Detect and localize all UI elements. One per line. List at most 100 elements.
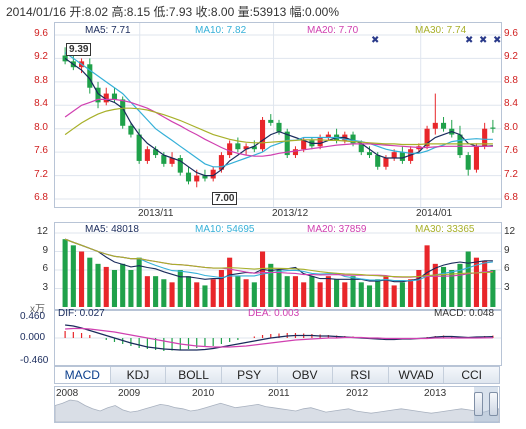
overview-sparkline	[54, 399, 500, 423]
volume-unit: x万	[30, 304, 45, 315]
volume-bar	[301, 282, 307, 307]
volume-bar	[309, 276, 315, 307]
price-ma30-legend: MA30: 7.74	[415, 25, 467, 36]
event-marker-icon: ✖	[479, 35, 487, 46]
price-ma10-legend: MA10: 7.82	[195, 25, 247, 36]
candle-body	[227, 143, 233, 156]
candle-body	[95, 87, 101, 103]
overview-year-2011: 2011	[268, 388, 290, 399]
candle-body	[128, 125, 134, 135]
tab-obv[interactable]: OBV	[278, 367, 334, 383]
tab-kdj[interactable]: KDJ	[111, 367, 167, 383]
tab-rsi[interactable]: RSI	[333, 367, 389, 383]
volume-bar	[317, 282, 323, 307]
volume-bar	[416, 270, 422, 307]
volume-bar	[70, 245, 76, 307]
candle-body	[144, 149, 150, 161]
x-tick-2014-01: 2014/01	[416, 208, 453, 219]
candle-body	[136, 134, 142, 161]
volume-bar	[227, 257, 233, 307]
volume-tick-left-0: 12	[36, 226, 48, 237]
candle-body	[424, 128, 430, 147]
candle-body	[235, 143, 241, 150]
volume-bar	[87, 257, 93, 307]
volume-bar	[399, 282, 405, 307]
price-chart-panel[interactable]: ✖ ✖ ✖ ✖	[54, 22, 502, 208]
close-value: 8.00	[210, 5, 235, 19]
overview-year-2008: 2008	[56, 388, 79, 399]
candle-body	[276, 122, 282, 132]
tab-macd[interactable]: MACD	[55, 367, 111, 383]
volume-bar	[120, 263, 126, 307]
overview-year-2010: 2010	[192, 388, 215, 399]
price-chart: ✖ ✖ ✖ ✖	[55, 23, 501, 207]
price-ma5-legend: MA5: 7.71	[85, 25, 131, 36]
open-value: 8.02	[84, 5, 109, 19]
tab-boll[interactable]: BOLL	[166, 367, 222, 383]
candle-body	[153, 149, 159, 156]
price-ma10-line	[64, 52, 493, 168]
overview-year-2013: 2013	[424, 388, 447, 399]
price-ma20-legend: MA20: 7.70	[307, 25, 359, 36]
tab-psy[interactable]: PSY	[222, 367, 278, 383]
candle-body	[375, 155, 381, 167]
price-tick-left-0: 9.6	[34, 28, 48, 39]
volume-bar	[103, 266, 109, 307]
event-marker-icon: ✖	[371, 35, 379, 46]
tab-wvad[interactable]: WVAD	[389, 367, 445, 383]
volume-bar	[95, 263, 101, 307]
volume-bar	[169, 282, 175, 307]
candle-body	[358, 143, 364, 153]
volume-bar	[202, 285, 208, 307]
candle-body	[490, 127, 496, 129]
volume-bar	[432, 263, 438, 307]
open-label: 开:	[69, 5, 85, 19]
volume-bar	[128, 270, 134, 307]
overview-left-handle[interactable]	[474, 392, 483, 416]
candle-body	[317, 137, 323, 147]
candle-body	[268, 119, 274, 123]
candle-body	[120, 99, 126, 126]
candle-body	[350, 134, 356, 144]
event-marker-icon: ✖	[493, 35, 501, 46]
volume-bar	[473, 257, 479, 307]
high-value: 8.15	[126, 5, 151, 19]
overview-area	[54, 399, 500, 423]
candle-body	[161, 155, 167, 164]
volume-bar	[79, 251, 85, 307]
overview-right-handle[interactable]	[489, 392, 498, 416]
high-label: 高:	[111, 5, 127, 19]
volume-bar	[350, 276, 356, 307]
macd-tick-top: 0.460	[20, 311, 46, 322]
volume-bar	[334, 279, 340, 307]
volume-bar	[153, 276, 159, 307]
vol-ma10-legend: MA10: 54695	[195, 224, 255, 235]
x-tick-2013-12: 2013/12	[272, 208, 309, 219]
volume-bar	[482, 260, 488, 307]
volume-tick-right-3: 3	[504, 281, 510, 293]
price-ma5-line	[64, 57, 493, 177]
volume-bar	[259, 251, 266, 307]
indicator-tabs: MACD KDJ BOLL PSY OBV RSI WVAD CCI	[54, 366, 500, 384]
volume-bar	[292, 276, 299, 307]
price-tick-left-2: 8.8	[34, 74, 48, 86]
volume-bar	[391, 285, 397, 307]
volume-bar	[383, 276, 389, 307]
price-tick-right-5: 7.6	[504, 145, 518, 157]
quote-info-bar: 2014/01/16 开:8.02 高:8.15 低:7.93 收:8.00 量…	[6, 3, 339, 20]
overview-year-2012: 2012	[346, 388, 369, 399]
volume-bar	[111, 270, 118, 307]
tab-cci[interactable]: CCI	[461, 368, 483, 382]
macd-chart-panel[interactable]	[54, 310, 502, 366]
volume-tick-right-2: 6	[504, 263, 510, 274]
volume-tick-left-2: 6	[42, 263, 48, 274]
candle-body	[301, 140, 307, 150]
volume-ma30-line	[64, 238, 493, 278]
volume-chart	[55, 232, 501, 307]
candle-body	[366, 152, 373, 156]
overview-year-2009: 2009	[118, 388, 141, 399]
history-overview-navigator[interactable]	[54, 386, 500, 423]
volume-bar	[194, 282, 200, 307]
volume-chart-panel[interactable]	[54, 222, 502, 310]
vol-ma30-legend: MA30: 33365	[415, 224, 475, 235]
